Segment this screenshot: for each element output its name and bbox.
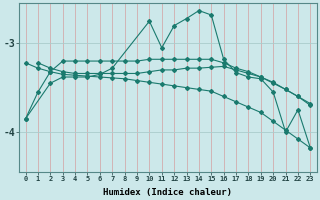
X-axis label: Humidex (Indice chaleur): Humidex (Indice chaleur) (103, 188, 232, 197)
